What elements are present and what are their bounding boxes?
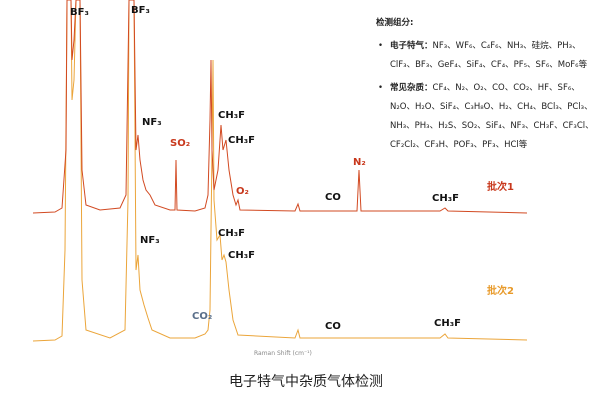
peak-label: CH₃F	[434, 318, 461, 329]
peak-label: CO₂	[192, 311, 212, 322]
legend-item: 电子特气：NF₃、WF₆、C₄F₆、NH₃、硅烷、PH₃、ClF₃、BF₃、Ge…	[376, 37, 604, 75]
legend-item: 常见杂质：CF₄、N₂、O₂、CO、CO₂、HF、SF₆、N₂O、H₂O、SiF…	[376, 79, 604, 155]
x-axis-label: Raman Shift (cm⁻¹)	[254, 350, 312, 357]
spectrum-2	[32, 0, 528, 342]
item-text: CF₄、N₂、O₂、CO、CO₂、HF、SF₆、N₂O、H₂O、SiF₄、C₃H…	[390, 83, 594, 150]
peak-label: CO	[325, 192, 341, 203]
peak-label: CH₃F	[432, 193, 459, 204]
peak-label: CH₃F	[228, 135, 255, 146]
peak-label: CH₃F	[218, 228, 245, 239]
peak-label: CH₃F	[228, 250, 255, 261]
peak-label: CO	[325, 321, 341, 332]
item-text: NF₃、WF₆、C₄F₆、NH₃、硅烷、PH₃、ClF₃、BF₃、GeF₄、Si…	[390, 41, 588, 70]
peak-label: O₂	[236, 186, 249, 197]
series-label: 批次2	[487, 284, 514, 297]
legend-heading: 检测组分:	[376, 18, 414, 28]
item-label: 常见杂质：	[390, 83, 433, 93]
peak-label: CH₃F	[218, 110, 245, 121]
peak-label: BF₃	[131, 5, 150, 16]
peak-label: NF₃	[142, 117, 162, 128]
item-label: 电子特气：	[390, 41, 433, 51]
legend-box: 检测组分: 电子特气：NF₃、WF₆、C₄F₆、NH₃、硅烷、PH₃、ClF₃、…	[376, 14, 604, 159]
peak-label: SO₂	[170, 138, 190, 149]
spectrum-1	[32, 0, 528, 214]
peak-label: N₂	[353, 157, 366, 168]
peak-label: BF₃	[70, 7, 89, 18]
peak-label: NF₃	[140, 235, 160, 246]
series-label: 批次1	[487, 180, 514, 193]
caption: 电子特气中杂质气体检测	[229, 374, 383, 390]
